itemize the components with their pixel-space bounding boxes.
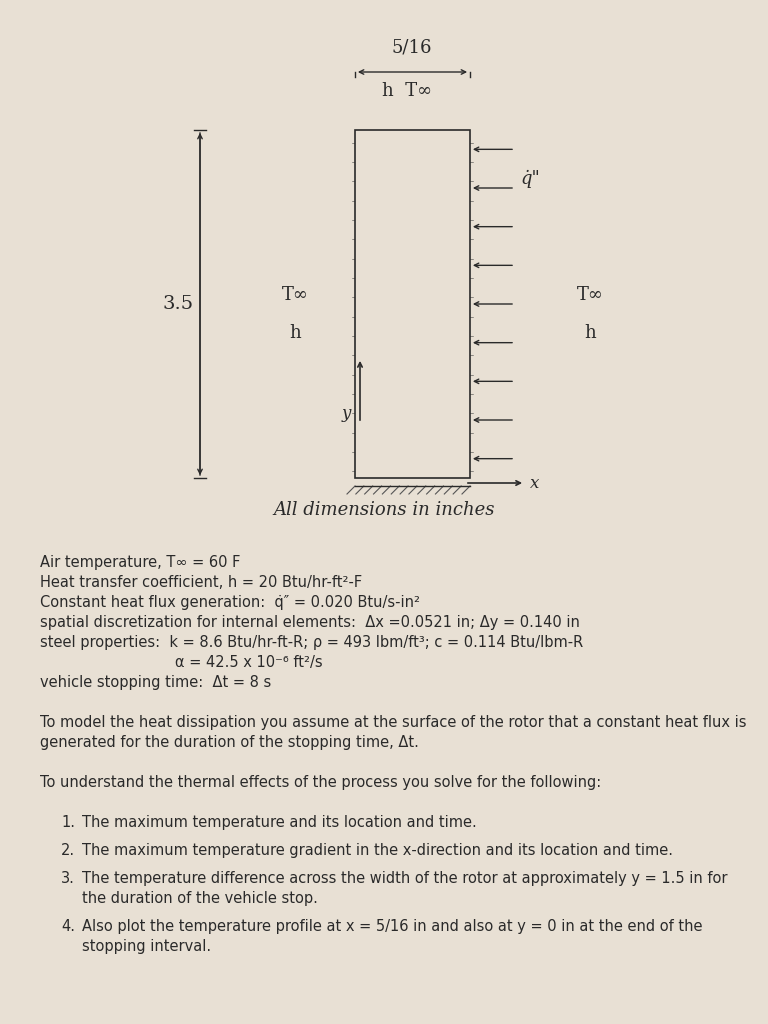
Text: 3.5: 3.5 [163,295,194,313]
Text: Air temperature, T∞ = 60 F: Air temperature, T∞ = 60 F [40,555,240,570]
Text: h: h [289,324,301,342]
Text: All dimensions in inches: All dimensions in inches [273,501,495,519]
Text: Heat transfer coefficient, h = 20 Btu/hr-ft²-F: Heat transfer coefficient, h = 20 Btu/hr… [40,575,362,590]
Text: x: x [530,474,539,492]
Text: vehicle stopping time:  Δt = 8 s: vehicle stopping time: Δt = 8 s [40,675,271,690]
Text: 5/16: 5/16 [392,39,432,57]
Text: To model the heat dissipation you assume at the surface of the rotor that a cons: To model the heat dissipation you assume… [40,715,746,730]
Text: q̇": q̇" [520,170,540,187]
Text: stopping interval.: stopping interval. [82,939,211,954]
Text: Constant heat flux generation:  q̇″ = 0.020 Btu/s-in²: Constant heat flux generation: q̇″ = 0.0… [40,595,420,610]
Text: generated for the duration of the stopping time, Δt.: generated for the duration of the stoppi… [40,735,419,750]
Text: 1.: 1. [61,815,75,830]
Text: The maximum temperature gradient in the x-direction and its location and time.: The maximum temperature gradient in the … [82,843,673,858]
Bar [355,130,470,478]
Text: steel properties:  k = 8.6 Btu/hr-ft-R; ρ = 493 lbm/ft³; c = 0.114 Btu/lbm-R: steel properties: k = 8.6 Btu/hr-ft-R; ρ… [40,635,583,650]
Text: 2.: 2. [61,843,75,858]
Text: α = 42.5 x 10⁻⁶ ft²/s: α = 42.5 x 10⁻⁶ ft²/s [175,655,323,670]
Text: The temperature difference across the width of the rotor at approximately y = 1.: The temperature difference across the wi… [82,871,727,886]
Text: The maximum temperature and its location and time.: The maximum temperature and its location… [82,815,477,830]
Text: h: h [584,324,596,342]
Text: h  T∞: h T∞ [382,82,432,100]
Text: the duration of the vehicle stop.: the duration of the vehicle stop. [82,891,318,906]
Text: 3.: 3. [61,871,75,886]
Text: Also plot the temperature profile at x = 5/16 in and also at y = 0 in at the end: Also plot the temperature profile at x =… [82,919,703,934]
Text: T∞: T∞ [282,286,309,304]
Text: spatial discretization for internal elements:  Δx =0.0521 in; Δy = 0.140 in: spatial discretization for internal elem… [40,615,580,630]
Text: 4.: 4. [61,919,75,934]
Text: y: y [342,404,351,422]
Text: To understand the thermal effects of the process you solve for the following:: To understand the thermal effects of the… [40,775,601,790]
Text: T∞: T∞ [577,286,604,304]
